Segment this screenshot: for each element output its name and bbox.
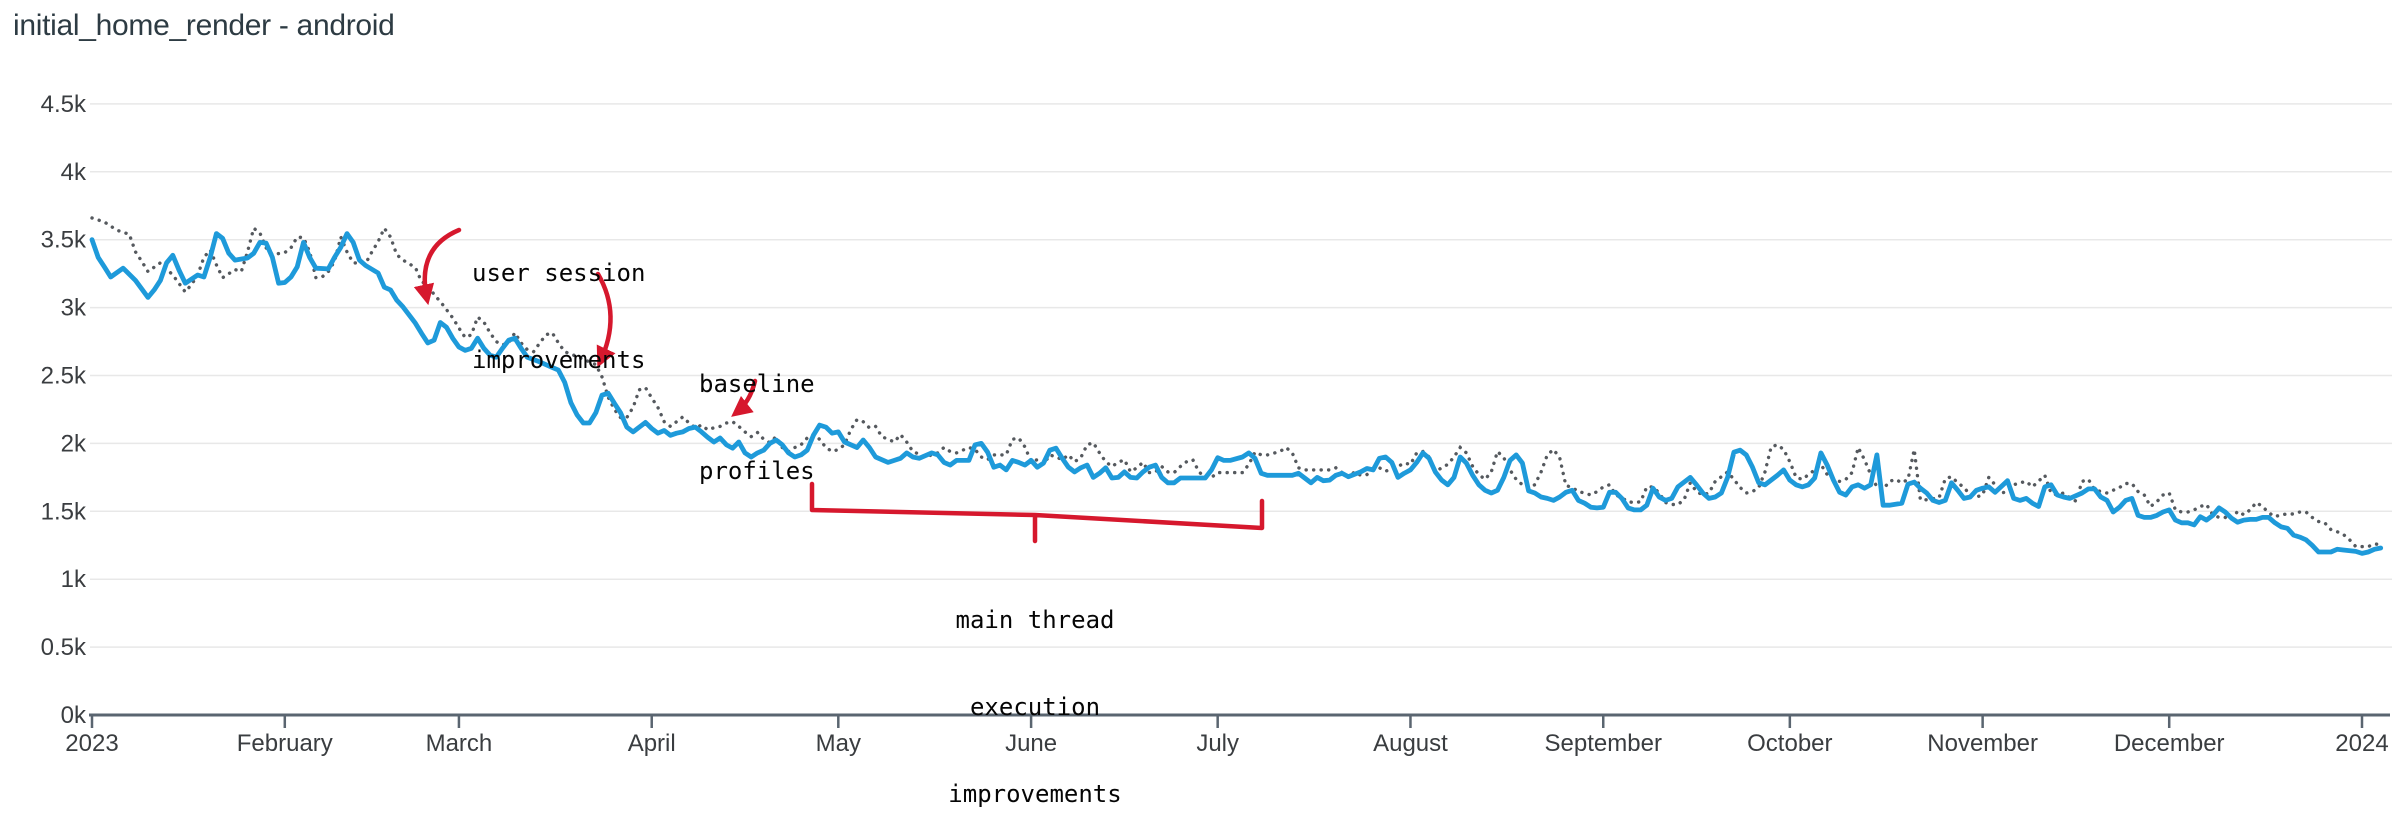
annotation-arrow: [731, 378, 758, 417]
annotation-line: improvements: [948, 780, 1122, 808]
annotation-line: improvements: [472, 346, 646, 374]
annotation-arrow: [595, 271, 616, 368]
y-axis-labels: 0k 0.5k 1k 1.5k 2k 2.5k 3k 3.5k 4k 4.5k: [41, 91, 87, 729]
x-tick-label: 2023: [65, 730, 118, 757]
annotation-main-thread-improvements: main thread execution improvements: [948, 548, 1121, 838]
chart-page: { "title": "initial_home_render - androi…: [13, 9, 2392, 808]
comparison-dotted-line: [90, 216, 2383, 549]
y-tick-label: 4k: [61, 159, 87, 186]
y-tick-label: 3.5k: [41, 227, 87, 254]
x-tick-label: November: [1927, 730, 2038, 757]
annotation-shapes: [413, 227, 1265, 544]
y-gridlines: [90, 103, 2392, 648]
y-tick-label: 1.5k: [41, 498, 87, 525]
x-tick-label: 2024: [2335, 730, 2388, 757]
x-tick-label: April: [628, 730, 676, 757]
x-tick-label: February: [237, 730, 333, 757]
y-tick-label: 1k: [61, 566, 87, 593]
x-axis: 2023 February March April May June July August S…: [65, 713, 2390, 757]
x-tick-label: June: [1005, 730, 1057, 757]
x-tick-label: May: [816, 730, 861, 757]
annotation-bracket: [809, 481, 1265, 544]
line-chart: 0k 0.5k 1k 1.5k 2k 2.5k 3k 3.5k 4k 4.5k 2023 Februa…: [41, 91, 2392, 757]
annotation-line: main thread: [955, 606, 1115, 634]
annotation-line: execution: [969, 693, 1101, 721]
y-tick-label: 0.5k: [41, 634, 87, 661]
annotation-user-session-improvements: user session improvements: [472, 201, 645, 404]
annotation-line: profiles: [699, 457, 815, 485]
x-tick-label: December: [2114, 730, 2225, 757]
x-tick-label: July: [1196, 730, 1239, 757]
y-tick-label: 4.5k: [41, 91, 87, 118]
x-tick-label: August: [1373, 730, 1448, 757]
x-tick-label: October: [1747, 730, 1832, 757]
annotation-line: user session: [472, 259, 646, 287]
y-tick-label: 3k: [61, 295, 87, 322]
y-tick-label: 2.5k: [41, 363, 87, 390]
annotation-arrow: [413, 227, 462, 306]
annotation-line: baseline: [699, 370, 815, 398]
x-tick-label: September: [1545, 730, 1662, 757]
metric-line: [89, 231, 2384, 556]
annotation-baseline-profiles: baseline profiles: [699, 312, 815, 515]
x-tick-label: March: [426, 730, 493, 757]
y-tick-label: 2k: [61, 430, 87, 457]
chart-title: initial_home_render - android: [13, 9, 395, 42]
y-tick-label: 0k: [61, 702, 87, 729]
